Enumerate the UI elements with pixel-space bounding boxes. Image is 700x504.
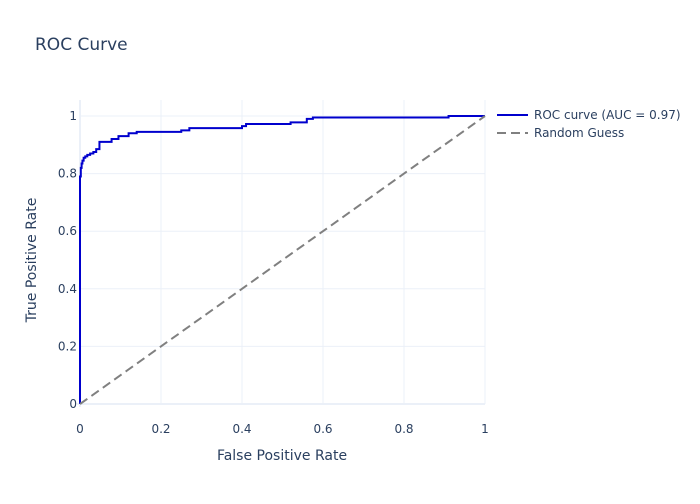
- y-tick-label: 1: [69, 109, 77, 123]
- series-layer: [79, 115, 486, 405]
- legend[interactable]: ROC curve (AUC = 0.97) Random Guess: [497, 108, 681, 140]
- x-axis-label: False Positive Rate: [217, 448, 347, 464]
- y-tick-label: 0.2: [58, 339, 77, 353]
- legend-item-random-guess[interactable]: Random Guess: [497, 126, 624, 140]
- chart-title: ROC Curve: [35, 35, 128, 55]
- x-tick-label: 0.2: [151, 422, 170, 436]
- y-tick-label: 0.8: [58, 167, 77, 181]
- legend-label: Random Guess: [534, 126, 624, 140]
- axes: 0 0.2 0.4 0.6 0.8 1 0 0.2 0.4 0.6 0.8 1: [58, 109, 489, 436]
- y-tick-label: 0.4: [58, 282, 77, 296]
- x-tick-label: 0: [76, 422, 84, 436]
- x-tick-label: 1: [481, 422, 489, 436]
- grid: [77, 100, 486, 407]
- random-guess-line: [79, 115, 486, 405]
- roc-curve-line: [79, 115, 485, 404]
- y-tick-label: 0: [69, 397, 77, 411]
- y-tick-label: 0.6: [58, 224, 77, 238]
- x-tick-label: 0.6: [313, 422, 332, 436]
- y-axis-label: True Positive Rate: [24, 198, 40, 324]
- legend-label: ROC curve (AUC = 0.97): [534, 108, 681, 122]
- x-tick-label: 0.4: [232, 422, 251, 436]
- legend-item-roc-curve[interactable]: ROC curve (AUC = 0.97): [497, 108, 681, 122]
- x-tick-label: 0.8: [394, 422, 413, 436]
